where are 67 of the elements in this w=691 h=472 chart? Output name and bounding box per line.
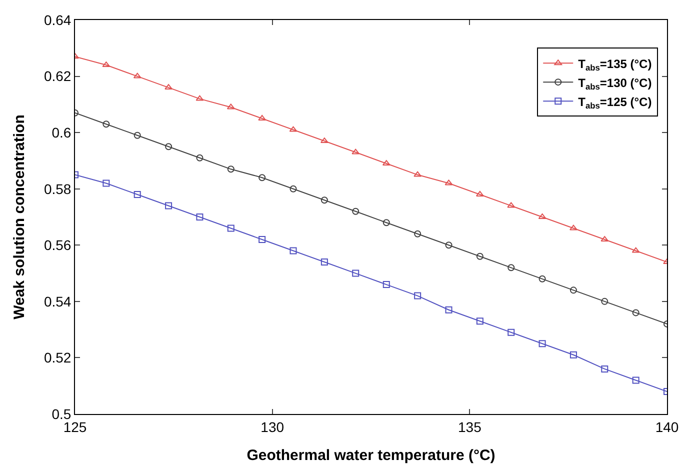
point: [476, 252, 484, 260]
point: [227, 166, 234, 173]
point: [445, 306, 452, 314]
point: [196, 214, 204, 220]
point: [414, 230, 422, 238]
point: [133, 72, 142, 78]
point: [290, 247, 297, 254]
point: [165, 202, 172, 210]
legend-label: T$_{abs}$=130 (°C): [578, 76, 652, 92]
point: [196, 154, 204, 162]
point: [102, 62, 110, 68]
point: [320, 258, 328, 266]
point: [632, 247, 640, 253]
point: [414, 171, 422, 177]
point: [102, 120, 110, 128]
point: [196, 95, 204, 101]
point: [320, 138, 328, 144]
point: [352, 148, 360, 154]
point: [445, 242, 452, 249]
y-tick-label: 0.54: [44, 293, 72, 310]
point: [134, 132, 141, 139]
point: [601, 365, 608, 372]
point: [227, 224, 234, 232]
point: [226, 104, 235, 110]
y-tick-label: 0.6: [52, 124, 72, 140]
y-tick-label: 0.52: [44, 350, 72, 366]
point: [538, 275, 546, 282]
y-tick-label: 0.64: [44, 12, 72, 28]
y-axis-title: Weak solution concentration: [11, 114, 28, 320]
point: [508, 264, 515, 272]
point: [164, 84, 172, 90]
legend-label: T$_{abs}$=125 (°C): [578, 94, 652, 110]
point: [538, 340, 546, 348]
y-tick-label: 0.62: [44, 68, 72, 84]
point: [632, 309, 640, 316]
legend-label: T$_{abs}$=135 (°C): [578, 56, 652, 72]
x-tick-label: 135: [458, 418, 482, 435]
x-tick-label: 130: [260, 418, 284, 435]
point: [570, 286, 577, 294]
point: [570, 224, 578, 230]
x-tick-label: 140: [655, 418, 679, 435]
point: [165, 143, 172, 150]
point: [290, 185, 297, 192]
point: [476, 318, 484, 325]
point: [352, 208, 360, 215]
y-tick-label: 0.56: [44, 237, 72, 254]
point: [352, 270, 360, 277]
point: [102, 180, 110, 187]
point: [258, 236, 266, 244]
point: [414, 292, 422, 300]
point: [320, 196, 328, 204]
point: [632, 376, 640, 384]
point: [382, 281, 390, 288]
point: [476, 190, 484, 196]
point: [570, 351, 577, 358]
x-axis-title: Geothermal water temperature (°C): [246, 446, 496, 464]
point: [134, 190, 141, 198]
point: [508, 328, 515, 336]
point: [601, 298, 608, 305]
point: [382, 219, 390, 226]
point: [507, 202, 516, 208]
point: [600, 236, 609, 242]
y-tick-label: 0.58: [44, 180, 72, 197]
point: [444, 180, 453, 186]
point: [382, 160, 390, 166]
point: [258, 174, 266, 182]
point: [289, 126, 298, 132]
